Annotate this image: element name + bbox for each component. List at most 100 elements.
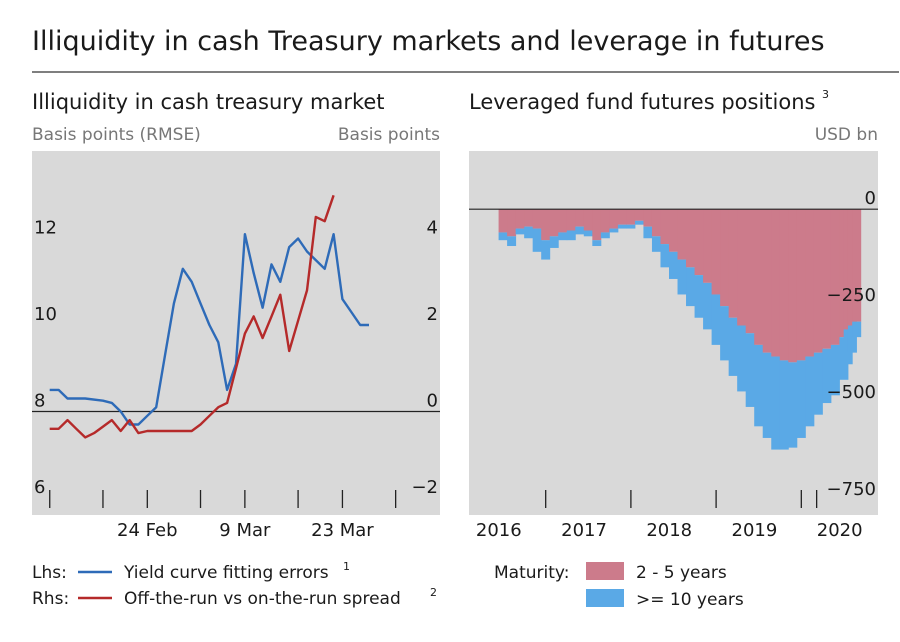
- bar-10-years: [609, 228, 619, 233]
- left-xtick-label: 23 Mar: [311, 520, 374, 541]
- bar-2-5-years: [626, 209, 636, 225]
- bar-10-years: [651, 236, 661, 252]
- bar-10-years: [515, 228, 525, 235]
- left-plot-area: [32, 151, 440, 515]
- bar-10-years: [728, 317, 738, 376]
- right-ytick-label: 0: [865, 188, 876, 209]
- bar-2-5-years: [779, 209, 789, 361]
- bar-10-years: [788, 362, 798, 448]
- left-ytick-label-lhs: 12: [34, 218, 57, 239]
- bar-2-5-years: [720, 209, 730, 307]
- bar-10-years: [852, 321, 862, 338]
- bar-2-5-years: [498, 209, 508, 233]
- left-yticks-lhs: 6 8 10 12: [34, 218, 57, 499]
- left-chart: Illiquidity in cash treasury market Basi…: [32, 90, 440, 541]
- bar-10-years: [558, 232, 568, 241]
- bar-2-5-years: [549, 209, 559, 237]
- left-xtick-marks: [49, 490, 397, 508]
- left-xtick-label: 24 Feb: [117, 520, 178, 541]
- left-ytick-label-rhs: −2: [411, 477, 438, 498]
- bar-2-5-years: [643, 209, 653, 227]
- bar-10-years: [600, 232, 610, 239]
- bar-10-years: [703, 282, 713, 330]
- bar-2-5-years: [813, 209, 823, 353]
- right-xtick-label: 2016: [476, 520, 522, 541]
- bar-2-5-years: [805, 209, 815, 357]
- bar-10-years: [711, 294, 721, 345]
- right-axis-label: Basis points: [338, 125, 440, 145]
- bar-2-5-years: [852, 209, 862, 322]
- bar-2-5-years: [592, 209, 602, 241]
- bar-2-5-years: [728, 209, 738, 318]
- bar-10-years: [686, 267, 696, 307]
- legend-item-2-5-years: 2 - 5 years: [636, 563, 727, 583]
- right-bars: [498, 209, 862, 450]
- bar-2-5-years: [651, 209, 661, 237]
- bar-10-years: [566, 230, 576, 241]
- bar-10-years: [532, 228, 542, 252]
- bar-10-years: [660, 244, 670, 268]
- left-ytick-label-rhs: 4: [427, 218, 438, 239]
- bar-2-5-years: [617, 209, 627, 225]
- bar-10-years: [583, 230, 593, 237]
- bar-2-5-years: [515, 209, 525, 229]
- bar-2-5-years: [737, 209, 747, 326]
- legend-long-swatch: [586, 589, 624, 607]
- bar-10-years: [694, 275, 704, 318]
- bar-2-5-years: [600, 209, 610, 233]
- bar-2-5-years: [583, 209, 593, 231]
- legend-maturity-label: Maturity:: [494, 563, 569, 583]
- legend-item-spread: Off-the-run vs on-the-run spread: [124, 589, 401, 609]
- bar-2-5-years: [566, 209, 576, 231]
- bar-2-5-years: [558, 209, 568, 233]
- left-chart-title: Illiquidity in cash treasury market: [32, 90, 385, 114]
- bar-10-years: [779, 360, 789, 450]
- right-legend: Maturity: 2 - 5 years >= 10 years: [494, 562, 744, 610]
- bar-10-years: [592, 240, 602, 247]
- bar-10-years: [830, 344, 840, 396]
- bar-10-years: [617, 224, 627, 229]
- left-xtick-label: 9 Mar: [219, 520, 271, 541]
- bar-10-years: [541, 240, 551, 260]
- right-chart-title: Leveraged fund futures positions: [469, 90, 815, 114]
- bar-10-years: [737, 325, 747, 392]
- legend-item-yield-curve-note: 1: [343, 560, 350, 573]
- bar-2-5-years: [822, 209, 832, 349]
- left-ytick-label-rhs: 2: [427, 304, 438, 325]
- bar-10-years: [498, 232, 508, 241]
- legend-rhs-label: Rhs:: [32, 589, 69, 609]
- bar-10-years: [813, 352, 823, 415]
- bar-2-5-years: [634, 209, 644, 221]
- right-chart-unit: USD bn: [815, 125, 878, 145]
- bar-2-5-years: [524, 209, 534, 227]
- bar-10-years: [634, 220, 644, 225]
- right-ytick-label: −250: [827, 285, 876, 306]
- bar-2-5-years: [541, 209, 551, 241]
- bar-2-5-years: [609, 209, 619, 229]
- legend-item-yield-curve: Yield curve fitting errors: [123, 563, 329, 583]
- right-ytick-label: −750: [827, 479, 876, 500]
- bar-2-5-years: [711, 209, 721, 295]
- series-line-spread: [49, 194, 335, 439]
- bar-10-years: [677, 259, 687, 295]
- legend-lhs-label: Lhs:: [32, 563, 67, 583]
- bar-10-years: [847, 325, 857, 353]
- bar-10-years: [822, 348, 832, 404]
- bar-2-5-years: [694, 209, 704, 276]
- left-legend: Lhs: Yield curve fitting errors 1 Rhs: O…: [32, 560, 437, 609]
- bar-2-5-years: [660, 209, 670, 245]
- left-ytick-label-lhs: 6: [34, 477, 45, 498]
- right-xtick-label: 2017: [561, 520, 607, 541]
- legend-short-swatch: [586, 562, 624, 580]
- bar-2-5-years: [575, 209, 585, 227]
- right-yticks: −750 −500 −250 0: [827, 188, 876, 500]
- left-yticks-rhs: −2 0 2 4: [411, 218, 438, 499]
- legend-item-spread-note: 2: [430, 586, 437, 599]
- bar-2-5-years: [754, 209, 764, 345]
- bar-10-years: [575, 226, 585, 235]
- bar-10-years: [805, 356, 815, 427]
- bar-10-years: [626, 224, 636, 229]
- left-ytick-label-rhs: 0: [427, 391, 438, 412]
- bar-10-years: [643, 226, 653, 239]
- bar-10-years: [796, 360, 806, 438]
